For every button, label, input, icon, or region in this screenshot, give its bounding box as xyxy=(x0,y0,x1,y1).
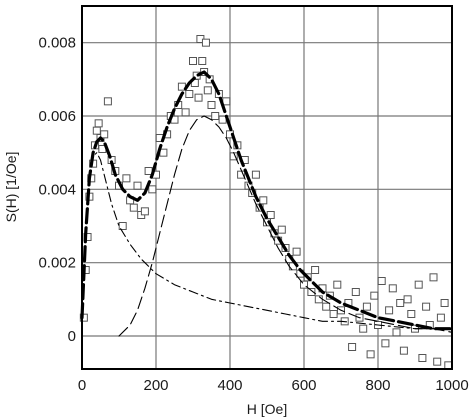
data-point xyxy=(201,38,210,47)
data-point xyxy=(377,277,386,285)
data-point xyxy=(203,86,212,95)
data-point xyxy=(403,295,412,304)
y-tick-label: 0.004 xyxy=(38,181,76,198)
x-tick-label: 1000 xyxy=(435,377,468,394)
curve-dash-dot xyxy=(81,152,453,330)
plot-frame xyxy=(81,5,453,370)
data-point xyxy=(251,170,260,179)
data-point xyxy=(444,361,453,370)
data-point xyxy=(392,328,401,337)
data-point xyxy=(314,295,323,304)
data-point xyxy=(429,273,438,282)
grid xyxy=(82,6,452,369)
data-point xyxy=(189,57,197,65)
data-point xyxy=(370,291,379,300)
data-point xyxy=(198,57,207,65)
x-tick-label: 600 xyxy=(291,377,316,394)
data-point xyxy=(351,288,360,296)
x-axis-label: H [Oe] xyxy=(247,401,287,417)
data-point xyxy=(266,211,275,219)
data-point xyxy=(148,185,157,194)
data-point xyxy=(433,357,442,366)
data-point xyxy=(396,299,405,307)
data-point xyxy=(348,343,357,351)
x-tick-labels: 0 200 400 600 800 1000 xyxy=(78,377,469,394)
data-point xyxy=(399,346,408,355)
data-point xyxy=(194,93,203,102)
data-point xyxy=(94,119,103,128)
data-point xyxy=(140,207,149,216)
data-point xyxy=(388,284,397,293)
x-tick-label: 400 xyxy=(217,377,242,394)
data-point xyxy=(103,97,112,106)
data-point xyxy=(92,126,101,135)
data-point xyxy=(359,324,368,333)
data-point xyxy=(311,266,320,274)
data-point xyxy=(440,299,449,307)
data-point xyxy=(329,310,338,318)
y-tick-labels: 0 0.002 0.004 0.006 0.008 xyxy=(38,35,76,345)
data-point xyxy=(185,90,194,98)
data-point xyxy=(122,174,131,183)
y-tick-label: 0 xyxy=(68,328,76,345)
data-point xyxy=(79,313,88,322)
data-point xyxy=(381,339,390,348)
x-tick-label: 0 xyxy=(78,377,86,394)
data-point xyxy=(100,130,109,139)
data-point xyxy=(422,302,431,311)
curve-thin-long-dash xyxy=(118,115,453,337)
x-tick-label: 800 xyxy=(365,377,390,394)
data-point xyxy=(259,196,268,205)
data-point xyxy=(418,354,427,362)
x-tick-label: 200 xyxy=(143,377,168,394)
y-axis-label: S(H) [1/Oe] xyxy=(3,152,19,223)
data-point xyxy=(207,101,216,109)
data-point xyxy=(292,247,301,256)
data-point xyxy=(307,288,316,296)
data-point xyxy=(211,112,220,120)
data-point xyxy=(366,350,375,359)
data-point xyxy=(385,306,394,315)
data-point xyxy=(118,222,127,230)
data-point xyxy=(362,302,371,311)
data-point xyxy=(333,280,342,289)
y-tick-label: 0.006 xyxy=(38,108,76,125)
y-tick-label: 0.008 xyxy=(38,35,76,52)
data-point xyxy=(407,310,416,318)
data-point xyxy=(133,181,142,190)
data-point xyxy=(181,108,190,117)
data-point xyxy=(277,225,286,234)
data-point xyxy=(414,280,423,289)
data-point xyxy=(237,170,246,179)
curve-thick-dashed xyxy=(80,70,454,331)
data-point xyxy=(436,313,445,322)
data-point xyxy=(322,302,331,311)
series-layer xyxy=(79,35,454,370)
y-tick-label: 0.002 xyxy=(38,255,76,272)
data-point xyxy=(129,203,138,212)
